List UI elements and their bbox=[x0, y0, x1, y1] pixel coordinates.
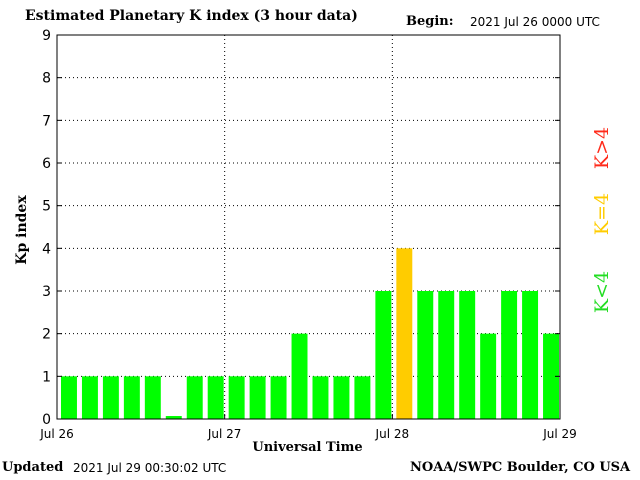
y-tick-label: 3 bbox=[42, 284, 51, 300]
y-tick-label: 5 bbox=[42, 199, 51, 215]
x-tick-label: Jul 26 bbox=[39, 427, 74, 441]
x-tick-label: Jul 29 bbox=[542, 427, 577, 441]
updated-value: 2021 Jul 29 00:30:02 UTC bbox=[73, 461, 227, 475]
x-tick-label: Jul 28 bbox=[375, 427, 410, 441]
kp-bar bbox=[291, 333, 308, 419]
kp-bar bbox=[333, 376, 350, 419]
kp-bar bbox=[165, 416, 182, 419]
kp-bar bbox=[543, 333, 559, 419]
kp-bar bbox=[501, 291, 518, 419]
kp-bar bbox=[522, 291, 539, 419]
kp-bar bbox=[123, 376, 140, 419]
y-axis-label: Kp index bbox=[14, 195, 30, 265]
kp-bar bbox=[249, 376, 266, 419]
y-tick-label: 1 bbox=[42, 369, 51, 385]
y-tick-label: 6 bbox=[42, 156, 51, 172]
kp-bar bbox=[270, 376, 287, 419]
kp-bar bbox=[480, 333, 497, 419]
plot-frame bbox=[56, 34, 561, 420]
kp-bar bbox=[228, 376, 245, 419]
y-tick-label: 7 bbox=[42, 113, 51, 129]
kp-bar bbox=[312, 376, 329, 419]
kp-bar bbox=[186, 376, 203, 419]
legend-k-equal-4: K=4 bbox=[591, 192, 613, 236]
kp-bar bbox=[375, 291, 392, 419]
begin-value: 2021 Jul 26 0000 UTC bbox=[470, 15, 600, 29]
begin-label: Begin: bbox=[406, 14, 454, 29]
y-tick-label: 8 bbox=[42, 71, 51, 87]
kp-bar bbox=[396, 248, 413, 419]
credit-text: NOAA/SWPC Boulder, CO USA bbox=[410, 460, 631, 475]
kp-bar bbox=[81, 376, 98, 419]
y-tick-label: 2 bbox=[42, 327, 51, 343]
y-tick-label: 0 bbox=[42, 412, 51, 428]
kp-bar bbox=[144, 376, 161, 419]
y-tick-label: 9 bbox=[42, 28, 51, 44]
legend-k-above-4: K>4 bbox=[591, 126, 613, 170]
kp-bar bbox=[417, 291, 434, 419]
x-axis-label: Universal Time bbox=[252, 440, 363, 455]
kp-bar bbox=[459, 291, 476, 419]
chart-title: Estimated Planetary K index (3 hour data… bbox=[25, 8, 358, 24]
kp-bar bbox=[438, 291, 455, 419]
updated-label: Updated bbox=[2, 460, 64, 475]
legend-k-below-4: K<4 bbox=[591, 270, 613, 314]
x-tick-label: Jul 27 bbox=[207, 427, 242, 441]
kp-bar bbox=[207, 376, 224, 419]
kp-bar bbox=[102, 376, 119, 419]
kp-bar bbox=[61, 376, 77, 419]
kp-bar bbox=[354, 376, 371, 419]
y-tick-label: 4 bbox=[42, 241, 51, 257]
